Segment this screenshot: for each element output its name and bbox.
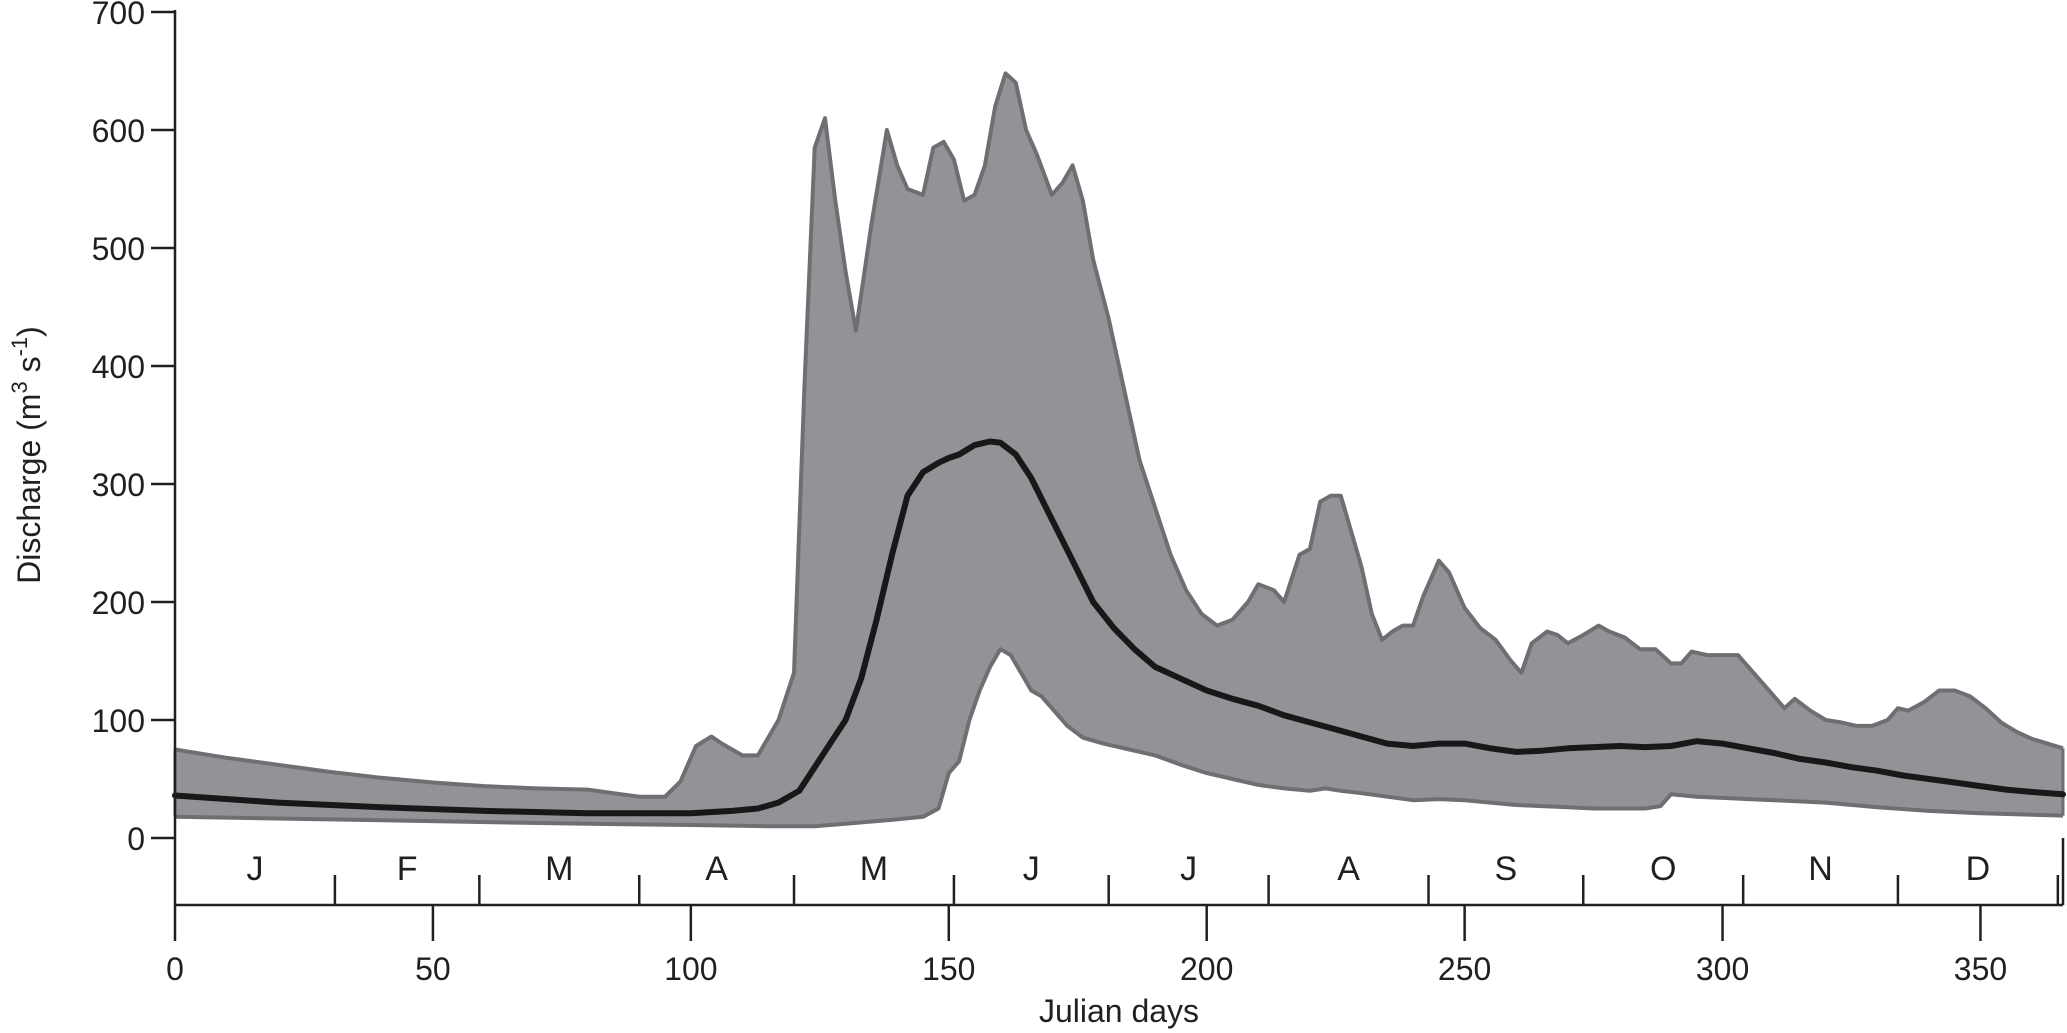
y-axis-title-mid: s: [11, 356, 47, 381]
x-tick-label: 350: [1954, 951, 2007, 987]
month-label: F: [397, 850, 418, 888]
month-label: D: [1966, 850, 1991, 888]
min-series-line: [174, 647, 2064, 829]
month-label: M: [545, 850, 573, 888]
y-tick-label: 500: [92, 231, 145, 267]
y-tick-label: 0: [127, 821, 145, 857]
x-tick-label: 50: [415, 951, 451, 987]
x-tick-label: 250: [1438, 951, 1491, 987]
y-tick-label: 300: [92, 467, 145, 503]
y-axis-title-sup1: 3: [7, 381, 32, 393]
month-label: A: [705, 850, 728, 888]
month-label: J: [1023, 850, 1040, 888]
y-tick-label: 700: [92, 0, 145, 31]
min-max-band-layer: [173, 71, 2065, 829]
x-tick-label: 150: [922, 951, 975, 987]
x-tick-label: 0: [166, 951, 184, 987]
y-axis-title-prefix: Discharge (m: [11, 394, 47, 584]
y-axis-title-sup2: -1: [7, 337, 32, 357]
max-series-line: [174, 71, 2064, 799]
x-tick-label: 300: [1696, 951, 1749, 987]
x-axis-title: Julian days: [1039, 993, 1199, 1029]
y-tick-label: 600: [92, 113, 145, 149]
month-label: N: [1808, 850, 1833, 888]
month-label: O: [1650, 850, 1676, 888]
axes-layer: 0 100 200 300 400 500 600 700 J F M A M J J A S O N D 0 50 100…: [92, 0, 2065, 987]
month-label: M: [860, 850, 888, 888]
month-label: S: [1495, 850, 1518, 888]
y-tick-label: 400: [92, 349, 145, 385]
mean-series-line: [172, 438, 2066, 817]
y-tick-label: 100: [92, 703, 145, 739]
min-max-band: [175, 73, 2063, 827]
mean-line-layer: [172, 438, 2066, 817]
x-tick-label: 200: [1180, 951, 1233, 987]
y-axis-title: Discharge (m3 s-1): [7, 326, 47, 584]
month-label: A: [1337, 850, 1360, 888]
month-label: J: [1180, 850, 1197, 888]
y-axis-title-suffix: ): [11, 326, 47, 337]
x-tick-label: 100: [664, 951, 717, 987]
y-tick-label: 200: [92, 585, 145, 621]
month-label: J: [246, 850, 263, 888]
